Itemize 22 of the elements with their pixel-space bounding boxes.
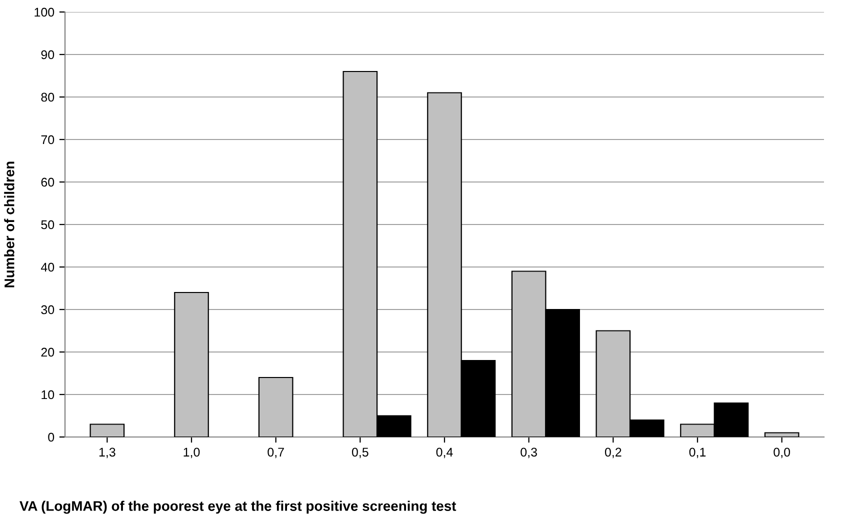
x-axis-title: VA (LogMAR) of the poorest eye at the first positive screening test bbox=[20, 500, 456, 514]
x-tick-label: 0,3 bbox=[520, 448, 537, 458]
x-tick-label: 0,1 bbox=[689, 448, 706, 458]
y-tick-label: 40 bbox=[40, 262, 54, 272]
x-tick-label: 1,3 bbox=[99, 448, 116, 458]
y-tick-label: 80 bbox=[41, 92, 54, 102]
x-tick-label: 1,0 bbox=[184, 448, 200, 458]
y-tick-label: 100 bbox=[34, 8, 54, 17]
y-tick-label: 30 bbox=[41, 305, 54, 314]
y-tick-label: 70 bbox=[41, 135, 54, 144]
y-tick-label: 0 bbox=[48, 432, 54, 442]
x-tick-label: 0,2 bbox=[604, 448, 622, 458]
x-tick-label: 0,0 bbox=[774, 448, 790, 458]
y-tick-label: 60 bbox=[41, 178, 54, 187]
x-tick-label: 0,5 bbox=[352, 448, 368, 458]
x-tick-label: 0,4 bbox=[436, 448, 453, 458]
y-tick-label: 90 bbox=[41, 50, 54, 60]
y-tick-label: 20 bbox=[41, 348, 54, 357]
y-tick-label: 10 bbox=[42, 390, 54, 400]
x-tick-label: 0,7 bbox=[268, 448, 284, 458]
y-tick-label: 50 bbox=[41, 220, 54, 230]
y-axis-title: Number of children bbox=[4, 162, 14, 288]
